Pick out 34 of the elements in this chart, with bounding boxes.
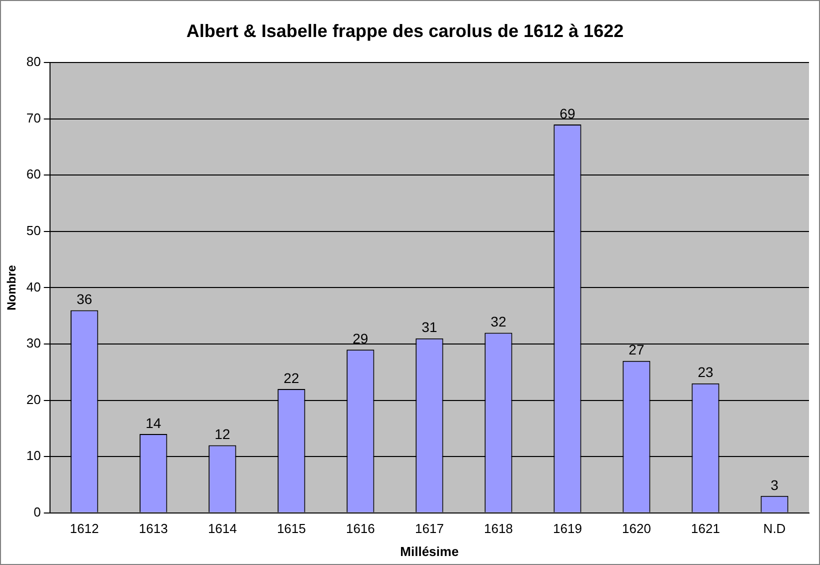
- data-label: 69: [560, 105, 576, 122]
- data-label: 32: [490, 314, 506, 330]
- x-tick-label: 1612: [70, 521, 99, 536]
- data-label: 23: [698, 364, 714, 380]
- x-tick-label: N.D: [763, 521, 786, 536]
- data-label: 31: [422, 319, 438, 336]
- data-label: 27: [628, 342, 644, 358]
- y-tick-label: 0: [34, 504, 41, 520]
- x-tick-label: 1619: [552, 521, 582, 536]
- data-label: 29: [352, 330, 368, 346]
- y-tick-label: 60: [26, 166, 41, 182]
- x-tick-label: 1614: [208, 521, 237, 536]
- y-tick-label: 20: [26, 392, 41, 407]
- data-label: 3: [770, 476, 779, 493]
- y-tick-label: 70: [26, 110, 41, 126]
- y-tick-label: 10: [26, 448, 41, 464]
- data-label: 14: [146, 414, 162, 431]
- chart-title: Albert & Isabelle frappe des carolus de 1612 à 1622: [186, 20, 624, 41]
- y-axis-title: Nombre: [4, 264, 19, 310]
- x-tick-label: 1615: [276, 521, 306, 536]
- y-tick-label: 50: [26, 223, 41, 238]
- x-tick-label: 1621: [691, 521, 720, 536]
- x-tick-label: 1618: [484, 521, 513, 536]
- x-axis-title: Millésime: [400, 544, 459, 559]
- x-tick-label: 1616: [346, 521, 375, 536]
- x-tick-label: 1613: [138, 521, 168, 536]
- x-tick-label: 1617: [414, 521, 444, 536]
- y-tick-label: 40: [26, 279, 41, 294]
- y-tick-label: 80: [26, 54, 41, 70]
- data-label: 12: [214, 426, 230, 442]
- x-tick-label: 1620: [622, 521, 651, 536]
- y-tick-label: 30: [26, 336, 41, 351]
- data-label: 22: [284, 370, 300, 386]
- data-label: 36: [76, 291, 92, 308]
